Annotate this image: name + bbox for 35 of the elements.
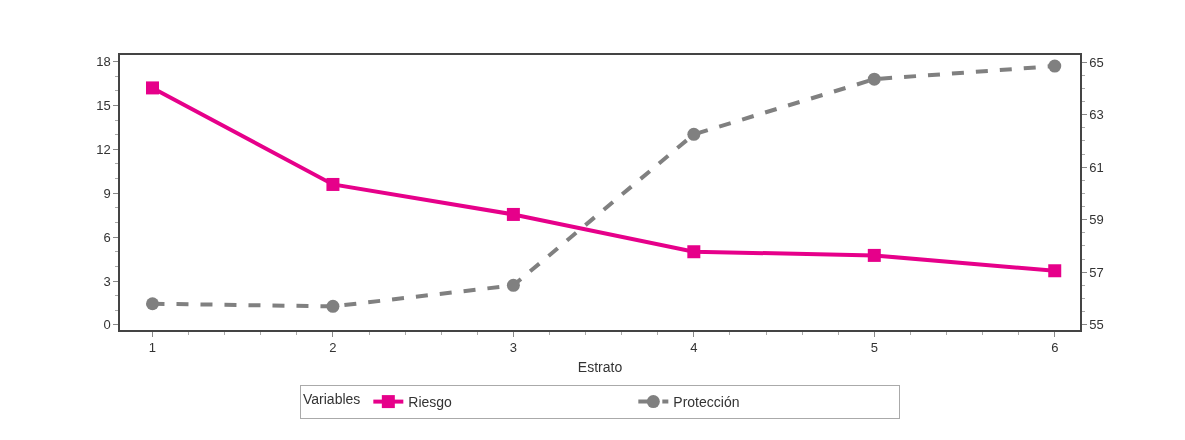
x-tick-label: 1 [148, 340, 157, 356]
y2-tick-label: 63 [1089, 107, 1104, 123]
legend-title: Variables [303, 391, 361, 408]
y-tick-label: 12 [96, 141, 111, 157]
y2-tick-label: 61 [1089, 159, 1104, 175]
point [1048, 264, 1062, 278]
point [867, 248, 881, 262]
x-tick-label: 2 [329, 340, 337, 356]
point [1048, 59, 1062, 73]
legend-label: Riesgo [408, 394, 453, 411]
y2-tick-label: 59 [1089, 212, 1104, 228]
x-tick-label: 3 [509, 340, 517, 356]
point [145, 297, 159, 311]
y-tick-label: 9 [103, 185, 111, 201]
x-tick-label: 5 [870, 340, 878, 356]
point [506, 207, 520, 221]
y2-tick-label: 55 [1089, 317, 1104, 333]
y-tick-label: 15 [96, 98, 111, 114]
point [687, 245, 701, 259]
y2-tick-label: 65 [1089, 54, 1104, 70]
point [326, 177, 340, 191]
point [506, 278, 520, 292]
y-tick-label: 18 [96, 54, 111, 70]
point [687, 127, 701, 141]
legend-label: Protección [673, 394, 740, 411]
x-tick-label: 6 [1051, 340, 1059, 356]
x-tick-label: 4 [690, 340, 698, 356]
y-tick-label: 6 [103, 229, 111, 245]
y-tick-label: 3 [103, 273, 111, 289]
x-axis-title: Estrato [577, 359, 623, 376]
point [867, 72, 881, 86]
point [145, 81, 159, 95]
y-tick-label: 0 [103, 317, 111, 333]
point [326, 299, 340, 313]
y2-tick-label: 57 [1089, 264, 1104, 280]
